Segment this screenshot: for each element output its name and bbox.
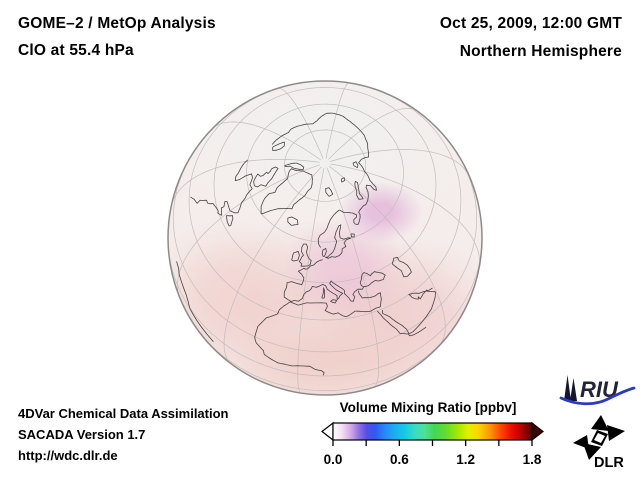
- page-title: GOME–2 / MetOp Analysis: [18, 15, 216, 32]
- colorbar: Volume Mixing Ratio [ppbv] 0.0 0.6 1.2 1.8: [321, 400, 544, 467]
- cathedral-icon: [570, 378, 577, 401]
- riu-logo-text: RIU: [580, 377, 619, 402]
- dlr-logo-text: DLR: [594, 455, 624, 471]
- colorbar-title: Volume Mixing Ratio [ppbv]: [340, 400, 517, 415]
- colorbar-tick-labels: 0.0 0.6 1.2 1.8: [324, 452, 542, 467]
- colorbar-underflow-arrow: [321, 421, 334, 442]
- colorbar-tick-label: 1.8: [523, 452, 542, 467]
- coastlines: [176, 112, 436, 376]
- credit-line-1: 4DVar Chemical Data Assimilation: [18, 406, 229, 421]
- colorbar-ticks: [332, 440, 533, 446]
- colorbar-tick-label: 1.2: [456, 452, 475, 467]
- riu-wave-icon: [559, 386, 636, 406]
- cathedral-icon: [564, 375, 571, 401]
- credit-line-2: SACADA Version 1.7: [18, 427, 146, 442]
- page-subtitle: ClO at 55.4 hPa: [18, 42, 134, 59]
- timestamp-label: Oct 25, 2009, 12:00 GMT: [439, 15, 622, 32]
- dlr-logo: DLR: [573, 415, 625, 471]
- credit-line-3: http://wdc.dlr.de: [18, 448, 118, 463]
- region-label: Northern Hemisphere: [459, 43, 622, 60]
- riu-logo: RIU: [559, 375, 636, 406]
- colorbar-gradient-bar: [332, 422, 533, 441]
- dlr-emblem-icon: [573, 415, 625, 460]
- colorbar-tick-label: 0.0: [324, 452, 343, 467]
- colorbar-tick-label: 0.6: [390, 452, 409, 467]
- colorbar-overflow-arrow: [531, 421, 544, 442]
